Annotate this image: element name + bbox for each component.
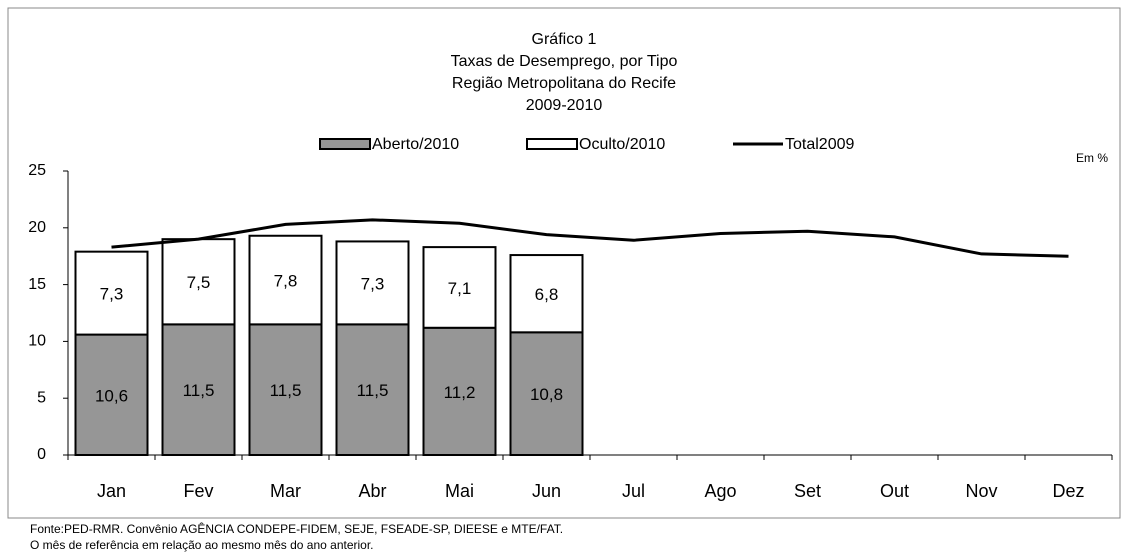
value-label: 7,3 bbox=[361, 274, 385, 293]
chart-title: Gráfico 1 bbox=[532, 31, 597, 48]
x-tick-label: Jul bbox=[622, 481, 645, 501]
footnote: Fonte:PED-RMR. Convênio AGÊNCIA CONDEPE-… bbox=[30, 521, 563, 536]
x-tick-label: Mar bbox=[270, 481, 301, 501]
value-label: 10,8 bbox=[530, 385, 563, 404]
y-tick-label: 25 bbox=[28, 162, 46, 179]
value-label: 7,3 bbox=[100, 285, 124, 304]
bar bbox=[161, 238, 236, 326]
legend-label: Oculto/2010 bbox=[579, 136, 665, 153]
bar bbox=[422, 246, 497, 329]
bar bbox=[509, 254, 584, 334]
chart-title: Região Metropolitana do Recife bbox=[452, 75, 676, 92]
legend-swatch bbox=[319, 138, 371, 150]
legend-label: Aberto/2010 bbox=[372, 136, 459, 153]
x-tick-label: Dez bbox=[1052, 481, 1084, 501]
value-label: 10,6 bbox=[95, 386, 128, 405]
bar bbox=[335, 323, 410, 456]
y-tick-label: 5 bbox=[37, 389, 46, 406]
x-tick-label: Out bbox=[880, 481, 909, 501]
x-tick-label: Mai bbox=[445, 481, 474, 501]
chart-title: Taxas de Desemprego, por Tipo bbox=[451, 53, 678, 70]
value-label: 11,2 bbox=[444, 383, 476, 402]
value-label: 7,8 bbox=[274, 272, 298, 291]
bar bbox=[74, 250, 149, 336]
bar bbox=[509, 331, 584, 457]
footnote: O mês de referência em relação ao mesmo … bbox=[30, 538, 374, 552]
x-tick-label: Fev bbox=[183, 481, 213, 501]
x-tick-label: Jun bbox=[532, 481, 561, 501]
x-tick-label: Jan bbox=[97, 481, 126, 501]
chart-title: 2009-2010 bbox=[526, 97, 603, 114]
line bbox=[111, 218, 1069, 258]
bar bbox=[248, 234, 323, 326]
value-label: 7,5 bbox=[187, 273, 211, 292]
x-tick-label: Ago bbox=[704, 481, 736, 501]
y-tick-label: 10 bbox=[28, 333, 46, 350]
value-label: 6,8 bbox=[535, 285, 559, 304]
bar bbox=[422, 326, 497, 457]
value-label: 11,5 bbox=[270, 381, 302, 400]
x-tick-label: Abr bbox=[358, 481, 386, 501]
legend-swatch bbox=[526, 138, 578, 150]
value-label: 7,1 bbox=[448, 279, 472, 298]
x-tick-label: Set bbox=[794, 481, 821, 501]
y-tick-label: 15 bbox=[28, 276, 46, 293]
x-tick-label: Nov bbox=[965, 481, 997, 501]
bar bbox=[74, 333, 149, 457]
bar bbox=[335, 240, 410, 326]
legend-label: Total2009 bbox=[785, 136, 854, 153]
value-label: 11,5 bbox=[357, 381, 389, 400]
y-tick-label: 20 bbox=[28, 219, 46, 236]
y-tick-label: 0 bbox=[37, 446, 46, 463]
value-label: 11,5 bbox=[183, 381, 215, 400]
unit-note: Em % bbox=[1076, 151, 1108, 165]
